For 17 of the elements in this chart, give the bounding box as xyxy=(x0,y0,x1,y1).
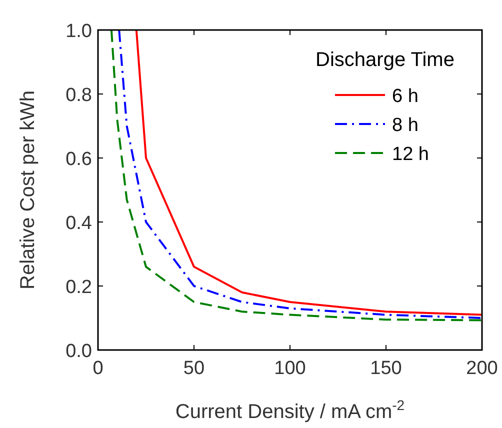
y-tick-label: 1.0 xyxy=(66,21,92,42)
y-tick-label: 0.6 xyxy=(66,149,92,170)
legend-title: Discharge Time xyxy=(316,49,454,71)
y-tick-label: 0.8 xyxy=(66,85,92,106)
x-tick-label: 100 xyxy=(274,358,306,379)
x-tick-label: 200 xyxy=(466,358,498,379)
x-tick-label: 150 xyxy=(370,358,402,379)
legend-label: 6 h xyxy=(392,86,418,107)
y-axis-title: Relative Cost per kWh xyxy=(17,90,39,290)
x-tick-label: 50 xyxy=(183,358,205,379)
legend-label: 8 h xyxy=(392,115,418,136)
y-tick-label: 0.2 xyxy=(66,277,92,298)
y-tick-label: 0.4 xyxy=(66,213,92,234)
x-axis-title: Current Density / mA cm$^{-2}$ xyxy=(175,397,405,423)
x-tick-label: 0 xyxy=(92,358,104,379)
y-tick-label: 0.0 xyxy=(66,341,92,362)
legend-label: 12 h xyxy=(392,144,429,165)
